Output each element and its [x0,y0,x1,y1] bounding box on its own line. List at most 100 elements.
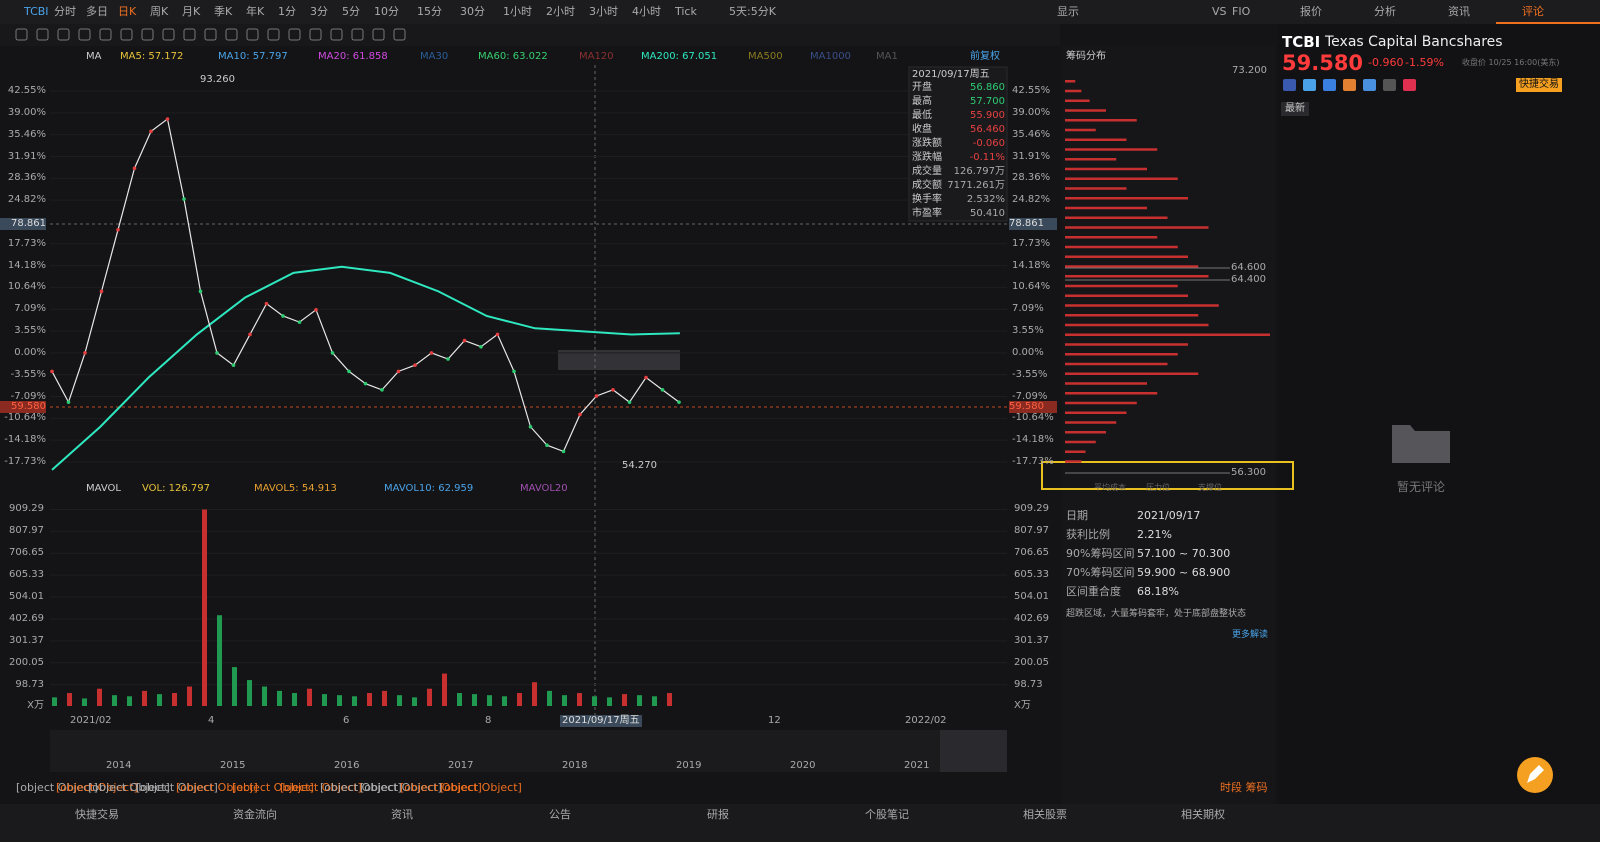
period-tab[interactable]: 15分 [417,5,442,18]
period-tab[interactable]: Tick [675,5,697,18]
vol-tick-label-right: 504.01 [1014,591,1049,603]
close-point [215,351,219,355]
footer-tab[interactable]: 快捷交易 [75,808,119,821]
highlight-box [1041,461,1294,490]
vol-tick-label-right: 605.33 [1014,569,1049,581]
quote-pct: -1.59% [1405,56,1444,69]
chip-bar [1065,372,1199,375]
info-value: 2.532% [966,194,1005,205]
period-tab[interactable]: 日K [118,5,137,18]
footer-tab[interactable]: 公告 [549,808,571,821]
footer-tab[interactable]: 相关期权 [1181,808,1225,821]
period-tab[interactable]: 1小时 [503,5,532,18]
period-tab[interactable]: 5天:5分K [729,5,776,18]
chip-bar [1065,333,1270,336]
chip-bar [1065,167,1147,171]
volume-bar [652,696,657,706]
volume-bar [262,686,267,706]
period-tab[interactable]: 5分 [342,5,360,18]
indicator-tab[interactable]: [object Object] [56,781,138,794]
tool-icon [267,28,280,41]
price-marker: 59.580 [0,401,46,413]
quote-empty: 暂无评论 [1397,480,1446,494]
indicator-tab[interactable]: [object Object] [88,781,170,794]
chip-bar [1065,265,1199,268]
period-tab[interactable]: 30分 [460,5,485,18]
tool-icon [204,28,217,41]
market-icon [1343,79,1356,91]
indicator-tab[interactable]: [object Object] [280,781,362,794]
period-tab[interactable]: 周K [150,5,169,18]
indicator-tab[interactable]: [object Object] [360,781,442,794]
chip-row-value: 2021/09/17 [1137,509,1201,522]
y-tick-label-right: 39.00% [1012,106,1051,118]
volume-bar [442,673,447,706]
info-value: -0.060 [972,138,1005,149]
indicator-tab[interactable]: [object Object] [320,781,402,794]
footer-tab[interactable]: 个股笔记 [865,808,909,821]
chip-legend: 支撑位 [1198,483,1222,492]
period-tab[interactable]: 4小时 [632,5,661,18]
close-point [627,400,632,404]
vol-tick-label: 200.05 [9,656,44,668]
indicator-tab[interactable]: [object Object] [136,781,218,794]
footer-tab[interactable]: 相关股票 [1023,808,1067,821]
close-point [677,400,681,404]
close-point [413,363,417,368]
price-marker-right: 78.861 [1009,218,1057,230]
period-tab[interactable]: 3分 [310,5,328,18]
side-tab[interactable]: 资讯 [1448,5,1470,18]
period-tab[interactable]: 3小时 [589,5,618,18]
y-tick-label-right: -10.64% [1012,412,1054,424]
period-tab[interactable]: 分时 [54,5,76,18]
vol-unit-right: X万 [1014,700,1031,711]
tool-icon [99,28,112,41]
volume-bar [52,697,57,706]
side-tab[interactable]: 报价 [1300,5,1322,18]
volume-bar [412,697,417,706]
close-point [50,369,54,374]
chip-bar [1065,431,1106,434]
close-point [528,424,533,429]
close-point [248,332,252,337]
info-value: 56.460 [970,124,1005,135]
tool-icon [162,28,175,41]
indicator-tab[interactable]: [object Object] [16,781,98,794]
date-label: 6 [343,715,350,726]
indicator-tab[interactable]: [object Object] [176,781,258,794]
market-icon [1303,79,1316,91]
period-tab[interactable]: 2小时 [546,5,575,18]
indicator-tab[interactable]: [object Object] [440,781,522,794]
footer-tab[interactable]: 资金流向 [233,808,277,821]
footer-tab[interactable]: 资讯 [391,808,413,821]
tool-icon [330,28,343,41]
period-tab[interactable]: 多日 [86,5,108,18]
close-point [264,301,269,306]
footer-tab[interactable]: 研报 [707,808,729,821]
info-value: 50.410 [970,208,1005,219]
vol-legend: MAVOL20 [520,483,568,494]
navigator-window [940,730,1007,772]
close-point [396,369,401,374]
chip-bar [1065,304,1219,307]
side-tab[interactable]: 分析 [1374,5,1396,18]
period-tab[interactable]: 年K [246,5,265,18]
info-date: 2021/09/17周五 [912,69,990,80]
volume-bar [97,688,102,706]
side-tab[interactable]: 评论 [1522,5,1544,18]
indicator-tab[interactable]: [object Object] [232,781,314,794]
chip-more[interactable]: 更多解读 [1232,630,1269,640]
period-tab[interactable]: 1分 [278,5,296,18]
y-tick-label-right: 10.64% [1012,281,1051,293]
period-tab[interactable]: 月K [182,5,201,18]
indicator-tab[interactable]: [object Object] [400,781,482,794]
y-tick-label: 0.00% [14,346,46,358]
volume-bar [607,697,612,706]
toolbar-item: FIO [1232,5,1251,18]
quote-price: 59.580 [1282,51,1364,75]
chip-bar [1065,401,1137,405]
quote-trade[interactable]: 快捷交易 [1516,78,1562,92]
period-tab[interactable]: 季K [214,5,233,18]
close-point [281,314,285,318]
period-tab[interactable]: 10分 [374,5,399,18]
